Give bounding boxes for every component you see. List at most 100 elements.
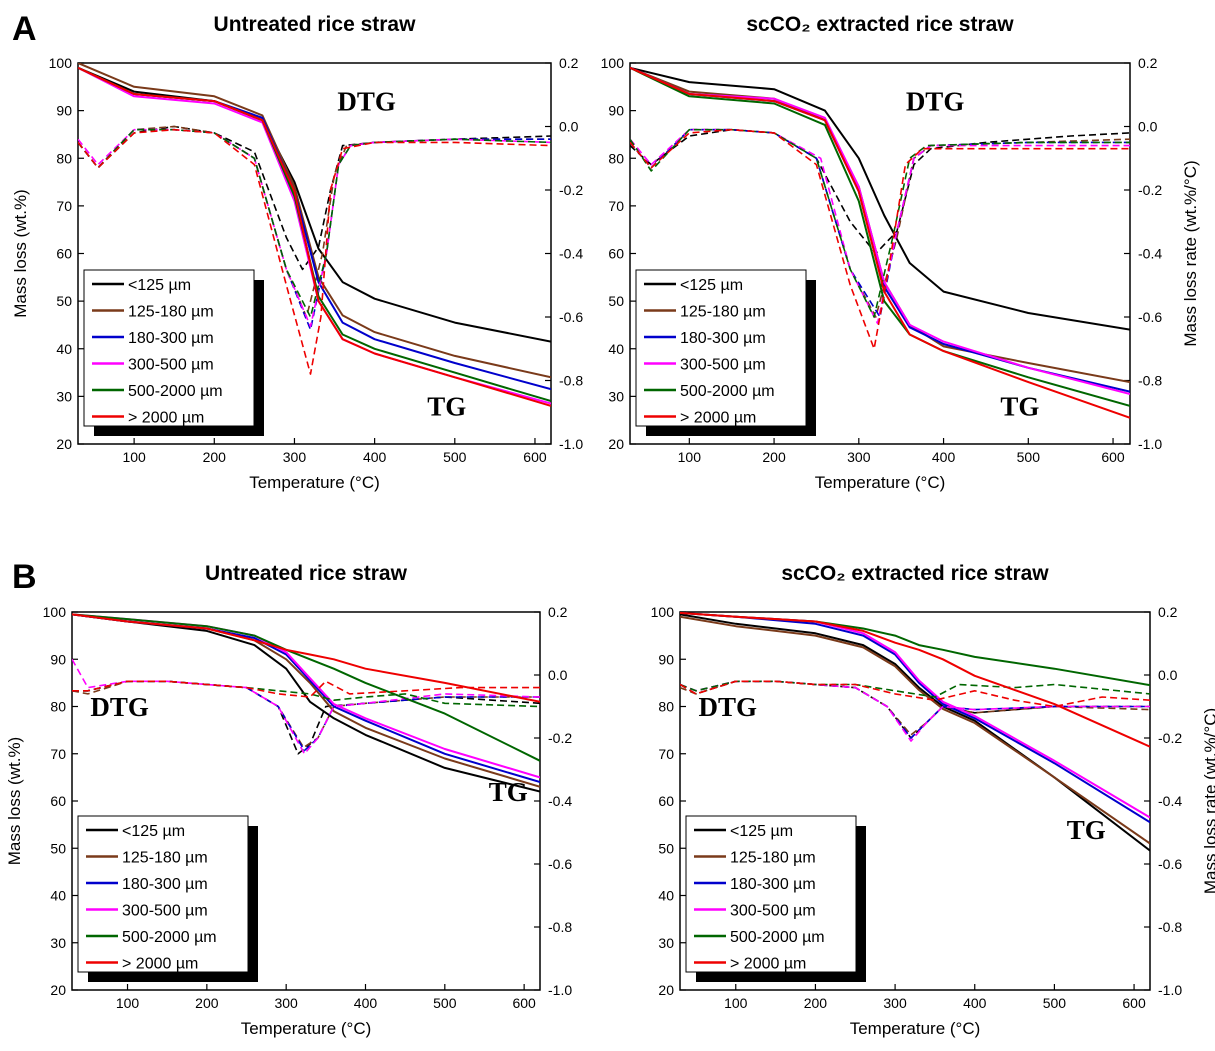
y-tick-label: 20: [658, 982, 674, 998]
chart-2: Untreated rice straw 100 200 300 400 500 600 20…: [5, 562, 572, 1038]
legend-label: 300-500 µm: [680, 357, 766, 374]
x-axis-label: Temperature (°C): [241, 1019, 372, 1038]
chart-title: Untreated rice straw: [214, 13, 417, 36]
y-tick-label: 40: [658, 888, 674, 904]
panel-letter-b: B: [12, 558, 37, 596]
y2-tick-label: -0.4: [1158, 793, 1182, 809]
y2-tick-label: -0.4: [548, 793, 572, 809]
legend-label: 300-500 µm: [128, 357, 214, 374]
legend-label: > 2000 µm: [680, 410, 756, 427]
y2-axis-label: Mass loss rate (wt.%/°C): [1181, 160, 1200, 346]
dtg-series-line: [630, 128, 1130, 318]
y-tick-label: 80: [50, 699, 66, 715]
y-tick-label: 70: [50, 746, 66, 762]
legend-label: 125-180 µm: [680, 304, 766, 321]
tg-series-line: [72, 613, 540, 762]
x-tick-label: 200: [203, 449, 227, 465]
x-tick-label: 200: [762, 449, 786, 465]
dtg-series-line: [680, 680, 1150, 708]
y2-tick-label: -0.4: [1138, 246, 1162, 262]
y-tick-label: 70: [56, 198, 72, 214]
y2-tick-label: -0.6: [1158, 856, 1182, 872]
x-tick-label: 600: [1101, 449, 1125, 465]
y-tick-label: 60: [50, 793, 66, 809]
x-axis-label: Temperature (°C): [850, 1019, 981, 1038]
x-tick-label: 400: [363, 449, 387, 465]
y2-tick-label: -0.2: [559, 182, 583, 198]
y2-tick-label: 0.0: [1158, 667, 1178, 683]
dtg-series-line: [680, 680, 1150, 698]
y2-tick-label: -0.6: [559, 309, 583, 325]
y2-tick-label: -0.2: [1138, 182, 1162, 198]
annotation-tg: TG: [489, 777, 528, 807]
legend-label: 500-2000 µm: [730, 929, 825, 946]
legend-box: [83, 269, 255, 427]
dtg-series-line: [72, 680, 540, 698]
legend-label: 500-2000 µm: [128, 383, 223, 400]
charts-group: Untreated rice straw 100 200 300 400 500 600 20…: [5, 13, 1215, 1038]
legend-label: 300-500 µm: [122, 903, 208, 920]
annotation-dtg: DTG: [90, 692, 149, 722]
y-tick-label: 30: [56, 388, 72, 404]
y2-tick-label: 0.2: [559, 55, 579, 71]
y2-tick-label: 0.2: [1158, 604, 1178, 620]
y2-tick-label: 0.2: [548, 604, 568, 620]
annotation-tg: TG: [1000, 391, 1039, 421]
series-group: [630, 66, 1130, 419]
legend-label: 500-2000 µm: [680, 383, 775, 400]
y-tick-label: 20: [50, 982, 66, 998]
legend-label: 180-300 µm: [122, 876, 208, 893]
y2-tick-label: -1.0: [1158, 982, 1182, 998]
x-tick-label: 200: [804, 995, 828, 1011]
y-tick-label: 40: [608, 341, 624, 357]
y2-tick-label: -1.0: [1138, 436, 1162, 452]
tg-series-line: [630, 66, 1130, 419]
legend-label: <125 µm: [128, 277, 191, 294]
x-tick-label: 500: [1043, 995, 1067, 1011]
series-group: [72, 613, 540, 793]
tg-series-line: [630, 66, 1130, 331]
chart-title: scCO₂ extracted rice straw: [746, 13, 1014, 36]
y2-tick-label: -0.2: [1158, 730, 1182, 746]
y2-tick-label: -0.8: [1138, 373, 1162, 389]
y-tick-label: 30: [608, 388, 624, 404]
x-tick-label: 200: [195, 995, 219, 1011]
y-axis-label: Mass loss (wt.%): [11, 189, 30, 317]
y-tick-label: 20: [608, 436, 624, 452]
y-tick-label: 80: [658, 699, 674, 715]
chart-1: scCO₂ extracted rice straw 100 200 300 400 50…: [601, 13, 1200, 492]
y-tick-label: 50: [50, 840, 66, 856]
tg-series-line: [630, 66, 1130, 407]
legend-label: <125 µm: [730, 823, 793, 840]
y-tick-label: 80: [56, 150, 72, 166]
y-tick-label: 70: [608, 198, 624, 214]
x-tick-label: 400: [963, 995, 987, 1011]
y-tick-label: 50: [56, 293, 72, 309]
y2-tick-label: -0.4: [559, 246, 583, 262]
x-tick-label: 500: [433, 995, 457, 1011]
legend-label: 300-500 µm: [730, 903, 816, 920]
legend-label: <125 µm: [122, 823, 185, 840]
tg-series-line: [72, 613, 540, 793]
y-tick-label: 60: [56, 246, 72, 262]
tg-series-line: [72, 613, 540, 703]
y2-tick-label: -1.0: [559, 436, 583, 452]
y2-tick-label: -0.8: [548, 919, 572, 935]
x-axis-label: Temperature (°C): [249, 473, 380, 492]
x-tick-label: 100: [122, 449, 146, 465]
legend-label: 500-2000 µm: [122, 929, 217, 946]
x-tick-label: 500: [1017, 449, 1041, 465]
y2-tick-label: -0.8: [1158, 919, 1182, 935]
x-tick-label: 400: [932, 449, 956, 465]
x-tick-label: 100: [116, 995, 140, 1011]
y-axis-label: Mass loss (wt.%): [5, 737, 24, 865]
y2-axis-label: Mass loss rate (wt.%/°C): [1201, 708, 1215, 894]
x-tick-label: 600: [1122, 995, 1146, 1011]
y-tick-label: 40: [56, 341, 72, 357]
legend-box: [685, 815, 857, 973]
series-group: [78, 63, 551, 407]
tg-series-line: [680, 612, 1150, 748]
series-group: [680, 612, 1150, 852]
x-tick-label: 300: [274, 995, 298, 1011]
